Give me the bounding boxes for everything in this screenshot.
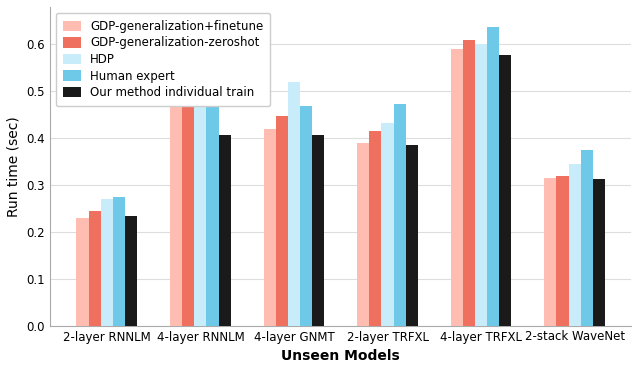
Bar <box>88 211 100 326</box>
Legend: GDP-generalization+finetune, GDP-generalization-zeroshot, HDP, Human expert, Our: GDP-generalization+finetune, GDP-general… <box>56 13 271 106</box>
Bar <box>544 178 556 326</box>
Bar <box>170 103 182 326</box>
Bar <box>451 49 463 326</box>
Bar <box>288 82 300 326</box>
Bar <box>276 116 288 326</box>
Bar <box>475 44 487 326</box>
Bar <box>499 55 511 326</box>
Bar <box>312 135 324 326</box>
X-axis label: Unseen Models: Unseen Models <box>282 349 400 363</box>
Bar <box>369 131 381 326</box>
Bar <box>219 135 231 326</box>
Bar <box>125 216 137 326</box>
Bar <box>76 218 88 326</box>
Bar <box>195 97 207 326</box>
Bar <box>463 40 475 326</box>
Bar <box>487 27 499 326</box>
Y-axis label: Run time (sec): Run time (sec) <box>7 116 21 217</box>
Bar <box>406 145 418 326</box>
Bar <box>394 104 406 326</box>
Bar <box>182 98 195 326</box>
Bar <box>264 129 276 326</box>
Bar <box>300 106 312 326</box>
Bar <box>207 101 219 326</box>
Bar <box>580 150 593 326</box>
Bar <box>113 197 125 326</box>
Bar <box>381 123 394 326</box>
Bar <box>593 179 605 326</box>
Bar <box>100 199 113 326</box>
Bar <box>556 176 568 326</box>
Bar <box>357 143 369 326</box>
Bar <box>568 164 580 326</box>
